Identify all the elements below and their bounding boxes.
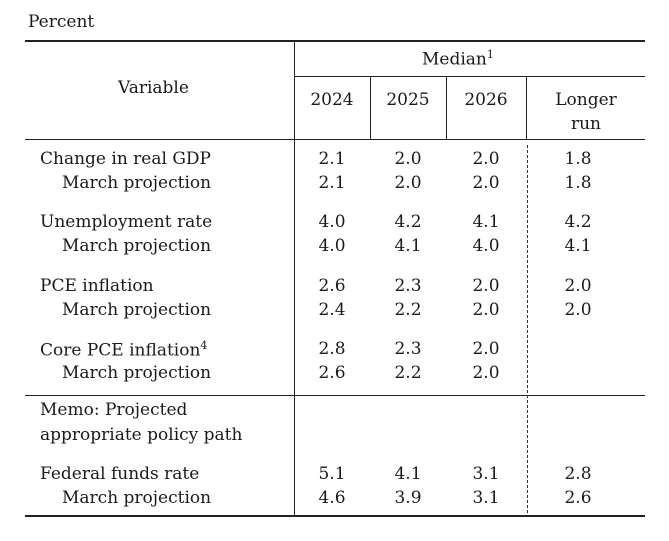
header-divider-2024 [370, 76, 371, 139]
memo-line1: Memo: Projected [40, 400, 188, 420]
header-variable: Variable [118, 78, 189, 98]
top-rule [25, 40, 645, 42]
cell-value: 2.8 [564, 464, 592, 484]
cell-value: 2.0 [472, 173, 500, 193]
cell-value: 2.6 [564, 488, 592, 508]
row-label-march-projection: March projection [62, 173, 212, 193]
header-longer-run-line1: Longer [555, 90, 617, 110]
longer-run-dashed-divider [527, 145, 528, 513]
page-label: Percent [28, 12, 95, 32]
cell-value: 2.1 [318, 173, 346, 193]
cell-value: 4.2 [564, 212, 592, 232]
cell-value: 2.2 [394, 300, 422, 320]
cell-value: 4.6 [318, 488, 346, 508]
cell-value: 4.2 [394, 212, 422, 232]
row-label-march-projection: March projection [62, 236, 212, 256]
cell-value: 3.1 [472, 464, 500, 484]
cell-value: 2.1 [318, 149, 346, 169]
cell-value: 2.0 [394, 173, 422, 193]
median-underline [294, 76, 645, 77]
row-label-march-projection: March projection [62, 363, 212, 383]
cell-value: 2.3 [394, 339, 422, 359]
header-divider-2025 [446, 76, 447, 139]
header-year-2024: 2024 [310, 90, 354, 110]
cell-value: 2.4 [318, 300, 346, 320]
cell-value: 3.1 [472, 488, 500, 508]
cell-value: 4.1 [472, 212, 500, 232]
header-divider-2026 [526, 76, 527, 139]
row-label: Core PCE inflation4 [40, 339, 208, 361]
cell-value: 2.6 [318, 276, 346, 296]
cell-value: 2.0 [472, 276, 500, 296]
cell-value: 1.8 [564, 149, 592, 169]
row-label: Federal funds rate [40, 464, 200, 484]
cell-value: 5.1 [318, 464, 346, 484]
cell-value: 2.0 [472, 300, 500, 320]
cell-value: 2.8 [318, 339, 346, 359]
row-label-march-projection: March projection [62, 300, 212, 320]
cell-value: 2.0 [564, 300, 592, 320]
cell-value: 4.1 [564, 236, 592, 256]
cell-value: 2.0 [394, 149, 422, 169]
cell-value: 1.8 [564, 173, 592, 193]
cell-value: 2.0 [472, 339, 500, 359]
cell-value: 2.3 [394, 276, 422, 296]
cell-value: 4.0 [318, 236, 346, 256]
row-label-march-projection: March projection [62, 488, 212, 508]
header-longer-run-line2: run [570, 114, 602, 134]
cell-value: 4.1 [394, 236, 422, 256]
variable-column-divider [294, 40, 295, 517]
cell-value: 2.2 [394, 363, 422, 383]
header-median-text: Median [422, 49, 487, 70]
header-year-2026: 2026 [464, 90, 508, 110]
cell-value: 2.6 [318, 363, 346, 383]
cell-value: 4.1 [394, 464, 422, 484]
cell-value: 2.0 [472, 363, 500, 383]
cell-value: 3.9 [394, 488, 422, 508]
row-label: Change in real GDP [40, 149, 211, 169]
header-median: Median1 [422, 48, 494, 70]
cell-value: 4.0 [472, 236, 500, 256]
header-bottom-rule [25, 139, 645, 140]
row-label-footnote: 4 [200, 339, 208, 352]
header-variable-text: Variable [118, 78, 189, 98]
memo-line2: appropriate policy path [40, 425, 243, 445]
median-footnote: 1 [486, 48, 494, 61]
row-label: PCE inflation [40, 276, 154, 296]
cell-value: 2.0 [472, 149, 500, 169]
row-label: Unemployment rate [40, 212, 213, 232]
header-year-2025: 2025 [386, 90, 430, 110]
memo-rule [25, 395, 645, 396]
cell-value: 4.0 [318, 212, 346, 232]
bottom-rule [25, 515, 645, 517]
cell-value: 2.0 [564, 276, 592, 296]
